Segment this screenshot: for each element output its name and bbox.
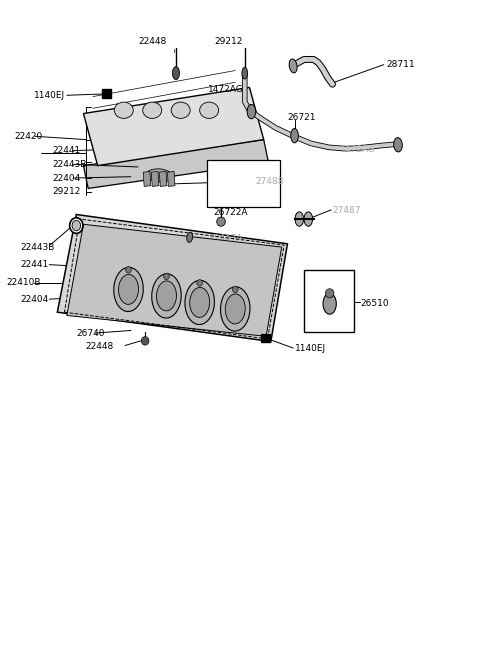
Ellipse shape [295, 212, 303, 226]
Ellipse shape [143, 102, 162, 118]
Text: 1472AG: 1472AG [208, 85, 244, 94]
Text: 22443B: 22443B [53, 160, 87, 169]
Text: 26721: 26721 [288, 113, 316, 122]
Bar [102, 89, 111, 98]
Ellipse shape [394, 138, 402, 152]
Ellipse shape [70, 217, 83, 233]
Ellipse shape [146, 169, 172, 182]
Text: 22443B: 22443B [21, 242, 55, 252]
Text: 22441: 22441 [53, 146, 81, 155]
Ellipse shape [200, 102, 219, 118]
Ellipse shape [156, 281, 177, 311]
Polygon shape [84, 87, 264, 166]
Text: 1140EJ: 1140EJ [295, 344, 326, 353]
Polygon shape [84, 139, 268, 189]
Ellipse shape [242, 67, 248, 79]
Text: 28711: 28711 [386, 60, 415, 69]
Ellipse shape [72, 220, 81, 231]
Text: 26740: 26740 [76, 328, 105, 338]
Ellipse shape [217, 217, 225, 226]
Ellipse shape [171, 102, 190, 118]
Ellipse shape [225, 294, 245, 324]
Text: 22404: 22404 [53, 173, 81, 183]
Ellipse shape [164, 273, 169, 280]
Ellipse shape [291, 129, 299, 143]
Text: 26502: 26502 [307, 286, 336, 295]
Text: 22447A: 22447A [208, 234, 242, 243]
Text: 26510: 26510 [360, 299, 389, 308]
Text: 22441: 22441 [21, 260, 49, 269]
Ellipse shape [323, 293, 336, 314]
Text: 1140EJ: 1140EJ [34, 91, 65, 100]
Ellipse shape [197, 280, 203, 286]
Ellipse shape [152, 274, 181, 318]
Bar [159, 171, 167, 187]
Bar [207, 160, 280, 208]
Bar [143, 171, 151, 187]
Text: 22410B: 22410B [7, 279, 41, 287]
Bar [168, 171, 175, 187]
Polygon shape [67, 224, 282, 336]
Text: 22448: 22448 [138, 37, 167, 47]
Ellipse shape [114, 267, 143, 311]
Ellipse shape [190, 288, 210, 317]
Ellipse shape [325, 289, 334, 298]
Bar [261, 334, 270, 342]
Text: 27487: 27487 [332, 206, 360, 215]
Text: 22420: 22420 [14, 132, 43, 141]
Ellipse shape [247, 104, 256, 119]
Ellipse shape [141, 336, 149, 345]
Ellipse shape [187, 232, 192, 242]
Text: 22404: 22404 [21, 295, 49, 304]
Bar [304, 270, 354, 332]
Polygon shape [57, 214, 288, 342]
Text: 27488: 27488 [256, 177, 284, 187]
Ellipse shape [289, 59, 297, 73]
Ellipse shape [172, 66, 180, 79]
Text: 29212: 29212 [53, 187, 81, 196]
Ellipse shape [185, 281, 215, 325]
Ellipse shape [220, 287, 250, 331]
Ellipse shape [119, 275, 139, 304]
Text: 26722A: 26722A [213, 208, 248, 217]
Bar [151, 171, 159, 187]
Text: 22448: 22448 [86, 342, 114, 351]
Text: 1472AG: 1472AG [339, 145, 375, 154]
Ellipse shape [126, 267, 132, 273]
Text: 29212: 29212 [214, 37, 242, 47]
Ellipse shape [114, 102, 133, 118]
Ellipse shape [232, 286, 238, 292]
Ellipse shape [304, 212, 312, 226]
